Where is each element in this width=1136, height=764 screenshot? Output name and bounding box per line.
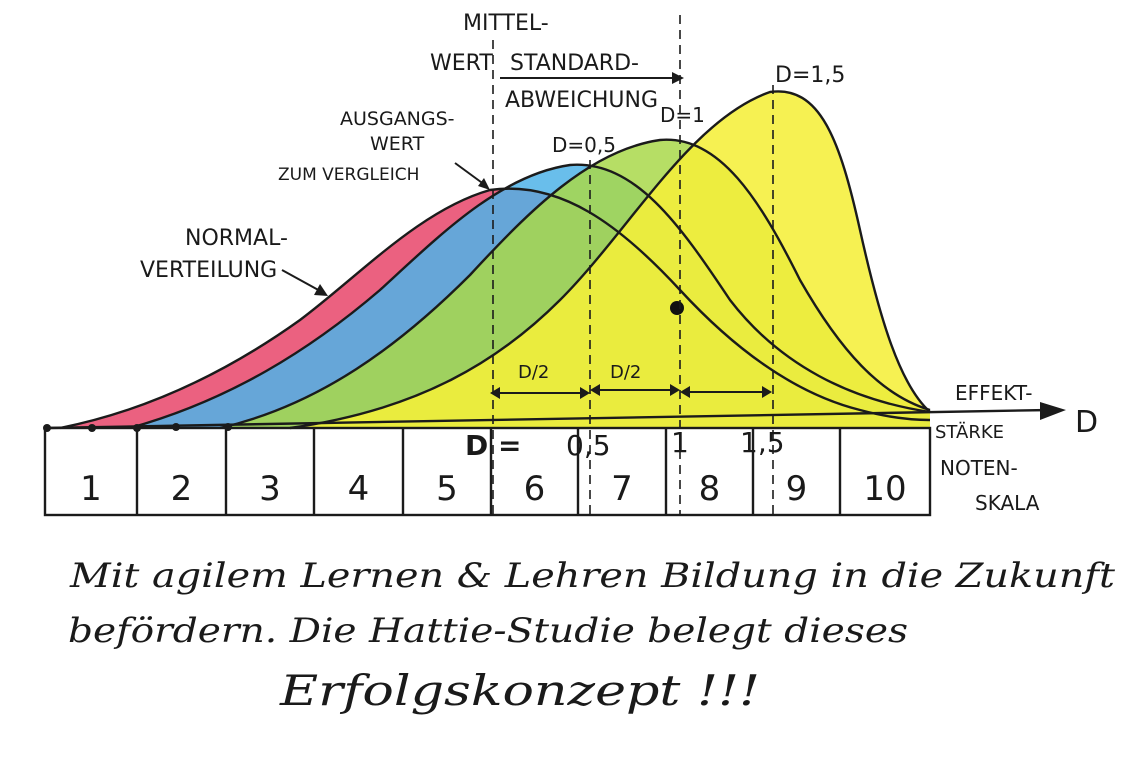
label-skala: SKALA <box>975 491 1040 515</box>
label-abweichung: ABWEICHUNG <box>505 88 658 113</box>
label-pointers <box>281 162 490 296</box>
grade-2: 2 <box>171 469 193 509</box>
grade-7: 7 <box>611 469 633 509</box>
label-axis-d: D = <box>465 429 521 462</box>
label-d05: D=0,5 <box>552 133 616 157</box>
label-effekt: EFFEKT- <box>955 381 1032 405</box>
curve-baseline-line <box>59 187 931 430</box>
grade-scale: 1 2 3 4 5 6 7 8 9 10 <box>43 426 932 517</box>
half-d-arrows <box>490 384 772 399</box>
label-mittel: MITTEL- <box>463 11 549 36</box>
label-wert: WERT <box>430 51 493 76</box>
intersection-dot <box>670 301 684 315</box>
label-ausgangs: AUSGANGS- <box>340 108 455 130</box>
label-standard: STANDARD- <box>510 51 639 76</box>
label-axis-d15: 1,5 <box>740 426 785 459</box>
caption-line3: Erfolgskonzept !!! <box>279 666 760 715</box>
std-arrow <box>500 72 684 84</box>
grade-6: 6 <box>524 469 546 509</box>
curve-d05-line <box>129 163 931 430</box>
grade-10: 10 <box>863 469 906 509</box>
guides <box>492 15 774 515</box>
grade-labels: 1 2 3 4 5 6 7 8 9 10 <box>80 469 906 509</box>
labels: MITTEL- WERT STANDARD- ABWEICHUNG AUSGAN… <box>140 11 1098 515</box>
label-axis-d1: 1 <box>671 426 689 459</box>
label-d15: D=1,5 <box>775 63 845 88</box>
label-half-d-2: D/2 <box>610 362 641 383</box>
curve-d15-line <box>289 90 931 430</box>
grade-1: 1 <box>80 469 102 509</box>
label-zum-vergleich: ZUM VERGLEICH <box>278 165 419 185</box>
grade-8: 8 <box>699 469 721 509</box>
label-verteilung: VERTEILUNG <box>140 258 277 283</box>
label-noten: NOTEN- <box>940 456 1018 480</box>
label-staerke: STÄRKE <box>935 422 1004 443</box>
grade-3: 3 <box>259 469 281 509</box>
grade-5: 5 <box>436 469 458 509</box>
caption: Mit agilem Lernen & Lehren Bildung in di… <box>68 556 1115 715</box>
label-effekt-symbol: D <box>1075 405 1098 440</box>
label-half-d-1: D/2 <box>518 362 549 383</box>
label-axis-d05: 0,5 <box>566 429 611 462</box>
label-d1: D=1 <box>660 103 705 127</box>
label-normal: NORMAL- <box>185 226 288 251</box>
grade-9: 9 <box>786 469 808 509</box>
grade-4: 4 <box>348 469 370 509</box>
caption-line2: befördern. Die Hattie-Studie belegt dies… <box>68 611 908 651</box>
caption-line1: Mit agilem Lernen & Lehren Bildung in di… <box>69 556 1116 596</box>
label-ausgangs-wert: WERT <box>370 133 425 155</box>
curves-outline <box>59 90 931 430</box>
curve-d1-line <box>219 138 931 430</box>
